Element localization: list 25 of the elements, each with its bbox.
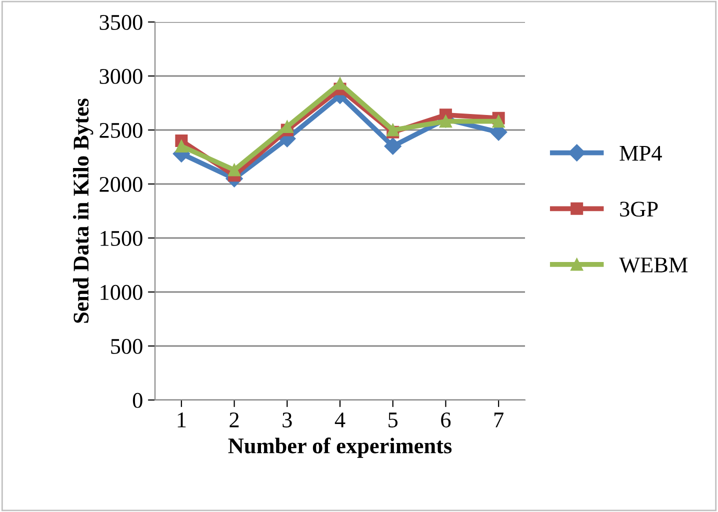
x-tick-label: 7 — [494, 412, 504, 428]
x-tick-label: 6 — [441, 412, 451, 428]
y-tick-label: 2500 — [100, 122, 142, 138]
x-axis-title: Number of experiments — [228, 438, 452, 458]
point — [384, 138, 402, 155]
y-tick-label: 2000 — [100, 176, 142, 192]
y-axis-title: Send Data in Kilo Bytes — [72, 98, 94, 323]
y-tick-label: 3500 — [100, 14, 142, 30]
y-tick-label: 1500 — [100, 230, 142, 246]
legend-label: WEBM — [619, 258, 688, 273]
y-tick-label: 0 — [132, 392, 142, 408]
x-tick-label: 2 — [230, 412, 239, 428]
point — [175, 140, 188, 152]
x-tick-label: 1 — [178, 412, 186, 428]
x-tick-label: 3 — [282, 412, 292, 428]
y-tick-label: 1000 — [100, 284, 142, 300]
y-tick-label: 500 — [111, 338, 142, 354]
legend-label: MP4 — [620, 146, 662, 161]
x-tick-label: 5 — [388, 412, 398, 428]
point — [439, 115, 452, 128]
point — [492, 115, 505, 128]
y-tick-label: 3000 — [100, 68, 142, 84]
point — [228, 164, 241, 176]
legend-label: 3GP — [620, 202, 658, 217]
x-tick-label: 4 — [334, 412, 346, 428]
